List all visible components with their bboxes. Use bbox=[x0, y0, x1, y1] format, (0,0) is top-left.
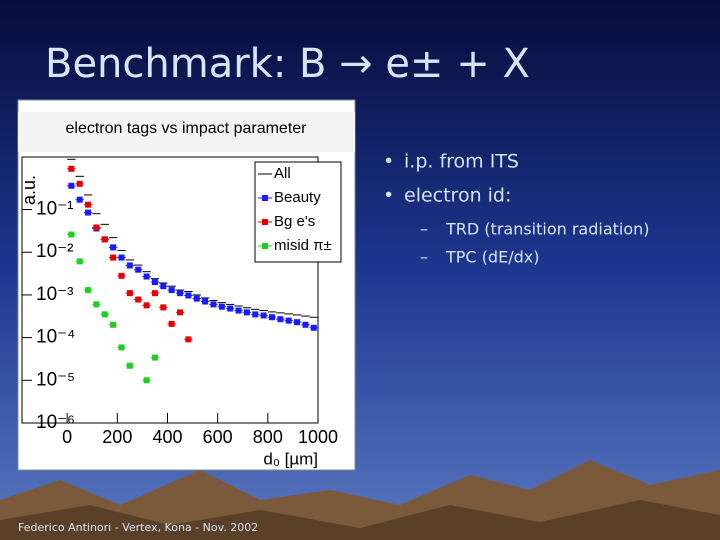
marker bbox=[135, 266, 142, 273]
sub-bullet: TPC (dE/dx) bbox=[445, 248, 539, 267]
sub-bullet-glyph: – bbox=[420, 248, 428, 267]
marker bbox=[243, 309, 250, 316]
marker bbox=[68, 231, 75, 238]
marker bbox=[85, 287, 92, 294]
marker bbox=[93, 224, 100, 231]
x-tick-label: 0 bbox=[62, 427, 72, 447]
marker bbox=[101, 311, 108, 318]
y-tick-label: 10⁻⁶ bbox=[36, 412, 75, 433]
marker bbox=[260, 312, 267, 319]
chart: electron tags vs impact parameter a.u. d… bbox=[17, 99, 356, 471]
marker bbox=[252, 311, 259, 318]
marker bbox=[110, 254, 117, 261]
marker bbox=[227, 305, 234, 312]
marker bbox=[235, 307, 242, 314]
bullet: i.p. from ITS bbox=[404, 151, 519, 173]
title-bar bbox=[18, 112, 355, 152]
marker bbox=[177, 290, 184, 297]
x-tick-label: 400 bbox=[152, 427, 182, 447]
marker bbox=[118, 272, 125, 279]
mountains bbox=[0, 460, 720, 540]
marker bbox=[151, 279, 158, 286]
marker bbox=[68, 182, 75, 189]
marker bbox=[126, 290, 133, 297]
marker bbox=[177, 309, 184, 316]
legend-marker bbox=[262, 219, 268, 225]
marker bbox=[269, 314, 276, 321]
slide-title: Benchmark: B → e± + X bbox=[45, 41, 530, 87]
legend-marker bbox=[262, 243, 268, 249]
marker bbox=[168, 287, 175, 294]
marker bbox=[285, 317, 292, 324]
marker bbox=[126, 262, 133, 269]
x-axis-label: d₀ [µm] bbox=[263, 449, 318, 468]
marker bbox=[110, 321, 117, 328]
x-tick-label: 200 bbox=[102, 427, 132, 447]
marker bbox=[160, 304, 167, 311]
marker bbox=[76, 196, 83, 203]
marker bbox=[168, 320, 175, 327]
bullet: electron id: bbox=[404, 185, 511, 207]
marker bbox=[93, 301, 100, 308]
marker bbox=[151, 354, 158, 361]
bullet-glyph: • bbox=[383, 185, 394, 207]
marker bbox=[76, 258, 83, 265]
sub-bullet: TRD (transition radiation) bbox=[445, 220, 650, 239]
legend-marker bbox=[262, 195, 268, 201]
y-tick-label: 10⁻³ bbox=[36, 284, 74, 305]
marker bbox=[143, 273, 150, 280]
plot-frame bbox=[21, 156, 319, 424]
marker bbox=[76, 180, 83, 187]
y-tick-label: 10⁻⁴ bbox=[36, 327, 75, 348]
chart-title: electron tags vs impact parameter bbox=[66, 120, 308, 137]
marker bbox=[143, 302, 150, 309]
marker bbox=[218, 303, 225, 310]
x-tick-label: 600 bbox=[203, 427, 233, 447]
marker bbox=[202, 298, 209, 305]
legend-label: All bbox=[274, 165, 291, 182]
legend-label: misid π± bbox=[274, 237, 332, 254]
y-tick-label: 10⁻¹ bbox=[36, 199, 74, 220]
sub-bullet-glyph: – bbox=[420, 220, 428, 239]
marker bbox=[85, 209, 92, 216]
y-tick-label: 10⁻² bbox=[36, 241, 74, 262]
marker bbox=[68, 165, 75, 172]
mountains-front bbox=[0, 500, 720, 540]
marker bbox=[118, 254, 125, 261]
marker bbox=[302, 321, 309, 328]
legend-box bbox=[254, 161, 342, 263]
y-axis-label: a.u. bbox=[19, 175, 39, 205]
footer: Federico Antinori - Vertex, Kona - Nov. … bbox=[18, 521, 258, 534]
marker bbox=[193, 295, 200, 302]
marker bbox=[310, 324, 317, 331]
marker bbox=[110, 244, 117, 251]
legend-label: Beauty bbox=[274, 189, 321, 206]
x-tick-label: 800 bbox=[253, 427, 283, 447]
marker bbox=[185, 336, 192, 343]
marker bbox=[126, 362, 133, 369]
legend-label: Bg e's bbox=[274, 213, 315, 230]
marker bbox=[135, 296, 142, 303]
marker bbox=[85, 201, 92, 208]
marker bbox=[143, 377, 150, 384]
marker bbox=[294, 319, 301, 326]
marker bbox=[151, 290, 158, 297]
y-tick-label: 10⁻⁵ bbox=[36, 369, 75, 390]
bullets: • i.p. from ITS • electron id: – TRD (tr… bbox=[383, 151, 650, 267]
marker bbox=[277, 316, 284, 323]
x-tick-label: 1000 bbox=[298, 427, 338, 447]
marker bbox=[118, 344, 125, 351]
marker bbox=[185, 292, 192, 299]
bullet-glyph: • bbox=[383, 151, 394, 173]
marker bbox=[210, 301, 217, 308]
marker bbox=[160, 283, 167, 290]
marker bbox=[101, 236, 108, 243]
